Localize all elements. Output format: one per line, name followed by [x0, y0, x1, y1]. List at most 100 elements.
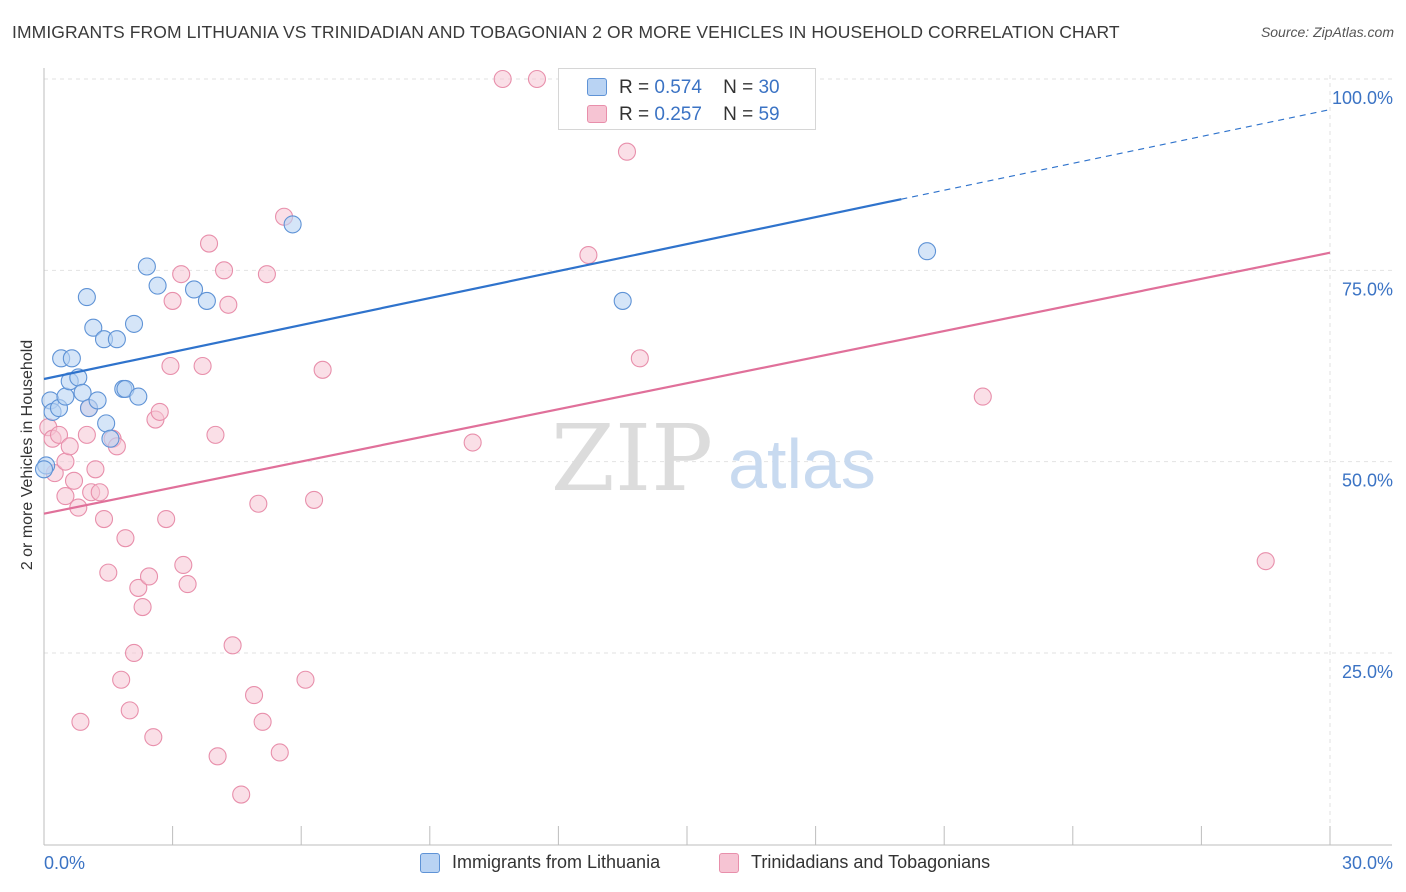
data-point-trinidadians: [527, 69, 547, 89]
data-point-lithuania: [197, 291, 216, 310]
data-point-lithuania: [73, 383, 92, 402]
legend-r-label: R =: [619, 77, 650, 98]
data-point-lithuania: [56, 387, 75, 406]
bottom-legend-label-lithuania: Immigrants from Lithuania: [452, 852, 661, 872]
chart-title: IMMIGRANTS FROM LITHUANIA VS TRINIDADIAN…: [12, 22, 1120, 42]
data-point-lithuania: [77, 288, 96, 307]
data-point-trinidadians: [313, 360, 332, 379]
legend-n-label: N =: [723, 104, 754, 125]
watermark-atlas: atlas: [728, 425, 876, 503]
data-point-trinidadians: [124, 643, 144, 663]
data-point-trinidadians: [214, 261, 234, 280]
data-point-lithuania: [101, 429, 120, 448]
data-point-trinidadians: [150, 402, 169, 421]
data-point-trinidadians: [56, 452, 75, 471]
data-point-trinidadians: [60, 437, 79, 456]
data-point-trinidadians: [172, 265, 191, 284]
data-point-trinidadians: [49, 425, 69, 444]
data-point-trinidadians: [219, 295, 238, 314]
data-point-lithuania: [97, 414, 116, 433]
axes: [43, 68, 1392, 846]
x-tick-label: 0.0%: [44, 853, 85, 873]
legend-r-value-trinidadians: 0.257: [654, 104, 702, 125]
data-point-lithuania: [124, 314, 144, 333]
data-point-trinidadians: [71, 712, 90, 731]
data-point-trinidadians: [223, 636, 242, 655]
legend-swatch-lithuania: [587, 78, 607, 96]
data-point-trinidadians: [163, 291, 182, 310]
legend-n-value-trinidadians: 59: [758, 104, 780, 125]
data-point-trinidadians: [249, 494, 268, 513]
data-point-trinidadians: [206, 425, 225, 444]
data-point-lithuania: [613, 291, 632, 310]
data-point-lithuania: [34, 460, 54, 479]
data-point-trinidadians: [90, 483, 109, 502]
data-point-trinidadians: [86, 460, 105, 479]
grid-lines: [44, 75, 1392, 845]
data-point-trinidadians: [174, 555, 193, 575]
trend-line-lithuania: [43, 198, 902, 381]
data-point-lithuania: [283, 215, 302, 234]
data-point-lithuania: [137, 257, 156, 276]
bottom-legend-swatch-lithuania: [420, 853, 440, 873]
data-point-trinidadians: [157, 509, 176, 529]
data-point-trinidadians: [1256, 552, 1275, 571]
x-tick-labels: 0.0% 30.0%: [44, 853, 1393, 873]
data-point-trinidadians: [617, 142, 637, 161]
data-point-trinidadians: [77, 425, 96, 444]
data-point-trinidadians: [94, 509, 114, 529]
data-point-trinidadians: [116, 529, 135, 548]
trend-lines: [43, 109, 1331, 515]
data-point-trinidadians: [193, 356, 212, 376]
data-point-lithuania: [84, 318, 103, 337]
data-point-lithuania: [88, 391, 107, 410]
data-point-trinidadians: [296, 670, 315, 689]
trend-line-trinidadians: [43, 251, 1331, 515]
data-point-trinidadians: [270, 743, 289, 762]
data-point-trinidadians: [232, 785, 251, 804]
legend-swatch-trinidadians: [587, 105, 607, 123]
legend-n-value-lithuania: 30: [758, 77, 780, 98]
data-point-lithuania: [62, 349, 81, 368]
watermark-zip: ZIP: [551, 405, 713, 512]
data-point-trinidadians: [99, 563, 118, 582]
legend-r-value-lithuania: 0.574: [654, 77, 702, 98]
data-point-trinidadians: [257, 265, 276, 284]
series-trinidadians-points: [39, 69, 1275, 804]
x-tick-label: 30.0%: [1342, 853, 1393, 873]
source-label: Source: ZipAtlas.com: [1260, 24, 1394, 40]
data-point-lithuania: [107, 330, 126, 349]
data-point-lithuania: [184, 280, 204, 299]
bottom-legend-swatch-trinidadians: [719, 853, 739, 873]
data-point-trinidadians: [178, 575, 197, 594]
data-point-trinidadians: [120, 701, 139, 720]
data-point-trinidadians: [579, 245, 598, 265]
data-point-trinidadians: [493, 69, 512, 89]
data-point-trinidadians: [144, 728, 163, 747]
data-point-trinidadians: [56, 487, 75, 506]
data-point-trinidadians: [244, 686, 264, 705]
data-point-trinidadians: [139, 567, 159, 586]
data-point-trinidadians: [161, 356, 180, 376]
series-lithuania-points: [34, 215, 937, 479]
data-point-trinidadians: [253, 712, 272, 731]
data-point-trinidadians: [133, 598, 152, 617]
legend-n-label: N =: [723, 77, 754, 98]
y-tick-label: 25.0%: [1342, 662, 1393, 682]
data-point-trinidadians: [463, 433, 482, 452]
watermark: ZIP atlas: [551, 405, 876, 512]
y-axis-title: 2 or more Vehicles in Household: [19, 339, 36, 571]
y-tick-label: 100.0%: [1332, 88, 1393, 108]
y-tick-labels: 100.0% 75.0% 50.0% 25.0%: [1332, 88, 1393, 682]
data-point-trinidadians: [630, 349, 649, 368]
trend-line-lithuania-extension: [901, 109, 1331, 200]
y-tick-label: 50.0%: [1342, 471, 1393, 491]
data-point-lithuania: [148, 276, 167, 295]
data-point-trinidadians: [208, 747, 227, 766]
bottom-legend-label-trinidadians: Trinidadians and Tobagonians: [751, 852, 991, 872]
correlation-legend: R = 0.574 N = 30 R = 0.257 N = 59: [558, 68, 816, 130]
data-point-lithuania: [129, 387, 148, 406]
data-point-trinidadians: [129, 578, 148, 597]
legend-r-label: R =: [619, 104, 650, 125]
